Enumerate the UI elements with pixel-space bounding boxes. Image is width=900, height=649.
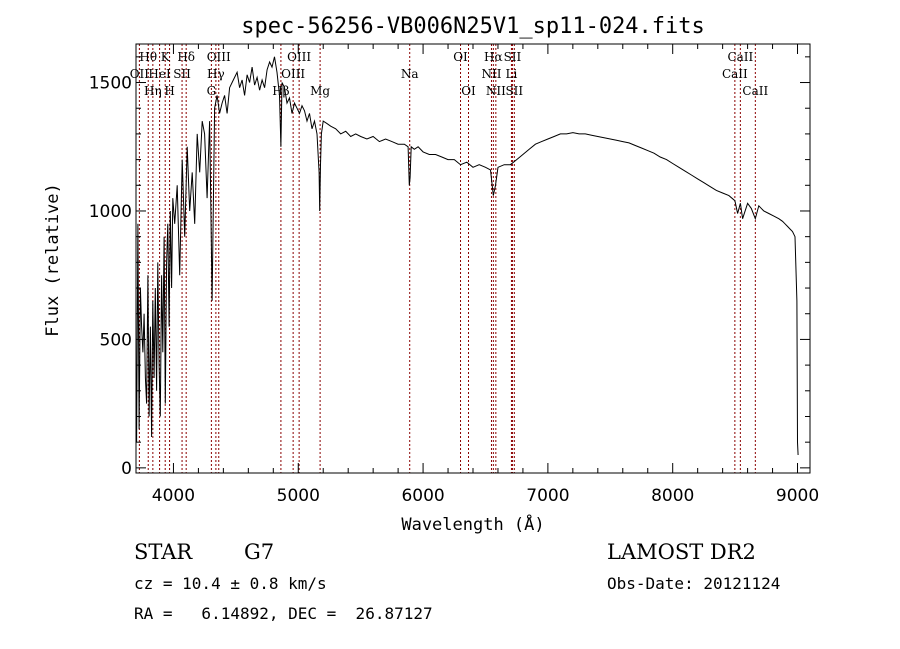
line-marker-label: OI (461, 84, 476, 98)
x-axis-ticks: 4000 5000 6000 7000 8000 9000 (152, 44, 819, 506)
x-tick-label: 9000 (776, 486, 819, 506)
x-tick-label: 6000 (401, 486, 444, 506)
x-tick-label: 5000 (277, 486, 320, 506)
x-tick-label: 8000 (651, 486, 694, 506)
x-tick-label: 7000 (526, 486, 569, 506)
line-marker-label: CaII (722, 67, 748, 81)
line-marker-label: SII (173, 67, 191, 81)
x-tick-label: 4000 (152, 486, 195, 506)
y-tick-label: 1000 (89, 202, 132, 222)
coordinates: RA = 6.14892, DEC = 26.87127 (134, 604, 433, 623)
line-marker-label: SII (505, 84, 523, 98)
line-marker-label: Hδ (177, 50, 195, 64)
line-marker-label: OIII (287, 50, 311, 64)
obs-date: Obs-Date: 20121124 (607, 574, 781, 593)
line-marker-label: HeI (148, 67, 171, 81)
x-axis-label: Wavelength (Å) (401, 513, 544, 535)
line-marker-label: OI (453, 50, 468, 64)
y-axis-label: Flux (relative) (43, 183, 63, 337)
line-marker-label: Hθ (139, 50, 157, 64)
line-marker-label: CaII (742, 84, 768, 98)
line-marker-label: NII (486, 84, 506, 98)
line-marker-label: OIII (281, 67, 305, 81)
line-marker-label: Hη (144, 84, 162, 98)
line-marker-label: Na (401, 67, 419, 81)
object-subclass: G7 (244, 540, 275, 564)
line-marker-label: Mg (310, 84, 330, 98)
line-marker-label: H (164, 84, 174, 98)
line-marker-label: K (161, 50, 171, 64)
line-marker-label: CaII (727, 50, 753, 64)
plot-frame (135, 43, 811, 474)
line-marker-label: SII (504, 50, 522, 64)
line-marker-label: NII (481, 67, 501, 81)
line-marker-label: Hγ (207, 67, 225, 81)
line-marker-label: Hβ (272, 84, 289, 98)
line-marker-label: Hα (484, 50, 503, 64)
object-class: STAR (134, 540, 193, 564)
y-tick-label: 500 (100, 330, 132, 350)
chart-title: spec-56256-VB006N25V1_sp11-024.fits (241, 14, 705, 39)
line-marker-label: OII (130, 67, 150, 81)
line-marker-label: Li (506, 67, 518, 81)
line-marker-label: OIII (207, 50, 231, 64)
survey-name: LAMOST DR2 (607, 540, 756, 564)
y-tick-label: 0 (121, 459, 132, 479)
redshift-text: cz = 10.4 ± 0.8 km/s (134, 574, 327, 593)
line-marker-labels: Hθ OII Hη K HeI H SII Hδ OIII Hγ G OIII OIII Hβ Mg Na OI… (130, 50, 769, 98)
spectrum-line (136, 56, 799, 456)
y-tick-label: 1500 (89, 74, 132, 94)
line-marker-label: G (207, 84, 217, 98)
y-axis-ticks: 0 500 1000 1500 (89, 56, 810, 479)
line-markers (138, 44, 756, 473)
